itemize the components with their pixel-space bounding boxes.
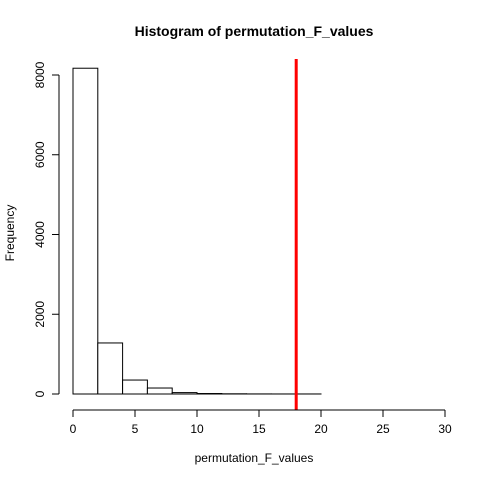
histogram-bar	[122, 379, 148, 395]
x-tick-label: 10	[190, 422, 204, 436]
y-tick-label: 2000	[33, 301, 47, 328]
y-axis: 0 2000 4000 6000 8000	[33, 61, 60, 397]
histogram-bar	[97, 342, 124, 395]
y-tick-label: 4000	[33, 221, 47, 248]
y-tick-label: 8000	[33, 61, 47, 88]
x-axis-label: permutation_F_values	[195, 451, 314, 465]
histogram-bar	[72, 67, 99, 395]
x-tick-label: 25	[376, 422, 390, 436]
histogram-bars	[72, 67, 322, 395]
y-tick-label: 0	[33, 390, 47, 397]
x-tick-label: 0	[70, 422, 77, 436]
x-axis: 0 5 10 15 20 25 30	[70, 409, 452, 436]
x-tick-label: 5	[132, 422, 139, 436]
y-axis-label: Frequency	[3, 205, 17, 262]
x-tick-label: 15	[252, 422, 266, 436]
x-tick-label: 20	[314, 422, 328, 436]
histogram-bar	[171, 392, 198, 395]
histogram-bar	[146, 387, 173, 395]
x-tick-label: 30	[438, 422, 452, 436]
y-tick-label: 6000	[33, 141, 47, 168]
chart-title: Histogram of permutation_F_values	[135, 23, 374, 39]
